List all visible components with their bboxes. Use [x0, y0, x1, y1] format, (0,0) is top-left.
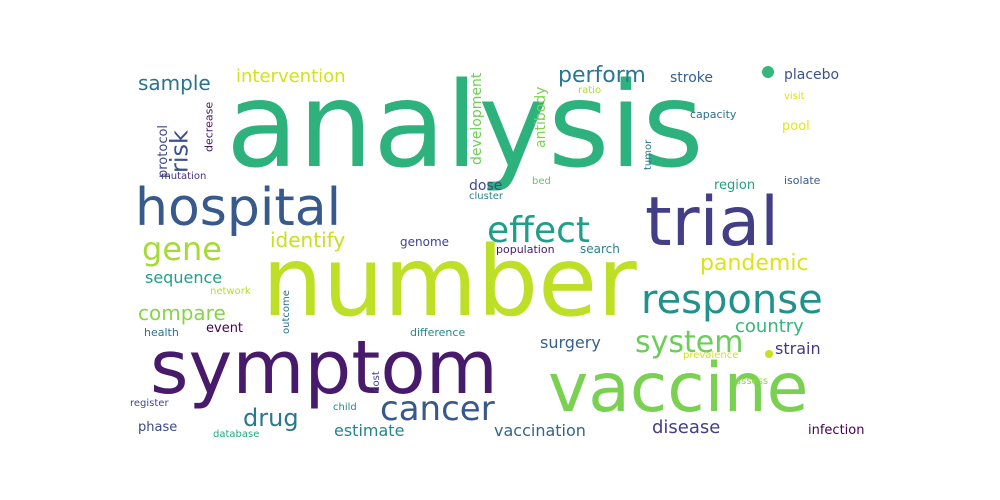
word-dose: dose: [469, 178, 502, 194]
word-intervention: intervention: [236, 66, 346, 87]
word-region: region: [714, 178, 755, 193]
word-mutation: mutation: [161, 171, 206, 182]
word-identify: identify: [270, 228, 345, 252]
word-sample: sample: [138, 71, 211, 95]
word-ratio: ratio: [578, 85, 601, 96]
word-drug: drug: [243, 404, 299, 432]
word-disease: disease: [652, 417, 720, 438]
word-compare: compare: [138, 301, 226, 325]
word-perform: perform: [558, 63, 646, 88]
word-development: development: [469, 72, 485, 165]
word-vaccine: vaccine: [548, 349, 809, 428]
word-risk: risk: [166, 130, 194, 173]
word-bed: bed: [532, 176, 551, 187]
word-cost: cost: [371, 371, 382, 392]
word-difference: difference: [410, 326, 465, 339]
word-database: database: [213, 429, 259, 440]
word-genome: genome: [400, 235, 449, 249]
word-visit: visit: [784, 91, 805, 102]
word-vaccination: vaccination: [494, 421, 586, 440]
word-placebo: placebo: [784, 67, 839, 83]
word-effect: effect: [487, 210, 590, 251]
word-population: population: [496, 243, 555, 256]
word-antibody: antibody: [533, 87, 549, 148]
word-network: network: [210, 286, 251, 297]
word-cancer: cancer: [380, 389, 495, 429]
dot-mark-small: [765, 350, 773, 358]
word-stroke: stroke: [670, 70, 713, 86]
word-number: number: [262, 226, 637, 338]
word-register: register: [130, 398, 169, 409]
word-strain: strain: [775, 339, 821, 358]
word-response: response: [641, 277, 823, 323]
word-prevalence: prevalence: [683, 350, 738, 361]
word-capacity: capacity: [690, 108, 737, 121]
word-infection: infection: [808, 423, 864, 438]
word-gene: gene: [142, 230, 222, 268]
word-pandemic: pandemic: [700, 251, 809, 276]
word-isolate: isolate: [784, 174, 821, 187]
word-cluster: cluster: [469, 191, 504, 202]
word-symptom: symptom: [150, 325, 498, 411]
word-system: system: [635, 325, 743, 360]
word-protocol: protocol: [156, 125, 171, 178]
word-pool: pool: [782, 119, 810, 134]
word-phase: phase: [138, 420, 177, 435]
word-assess: assess: [735, 376, 768, 387]
word-search: search: [580, 242, 620, 256]
dot-mark: [762, 66, 774, 78]
word-sequence: sequence: [145, 268, 222, 287]
word-estimate: estimate: [334, 421, 404, 440]
word-outcome: outcome: [281, 290, 292, 334]
word-analysis: analysis: [226, 56, 704, 194]
word-decrease: decrease: [203, 102, 216, 152]
word-hospital: hospital: [135, 178, 341, 238]
word-surgery: surgery: [540, 333, 601, 352]
word-country: country: [735, 316, 804, 337]
word-trial: trial: [645, 183, 779, 262]
word-health: health: [144, 326, 179, 339]
word-tumor: tumor: [643, 139, 654, 170]
word-child: child: [333, 402, 357, 413]
word-event: event: [206, 321, 243, 336]
